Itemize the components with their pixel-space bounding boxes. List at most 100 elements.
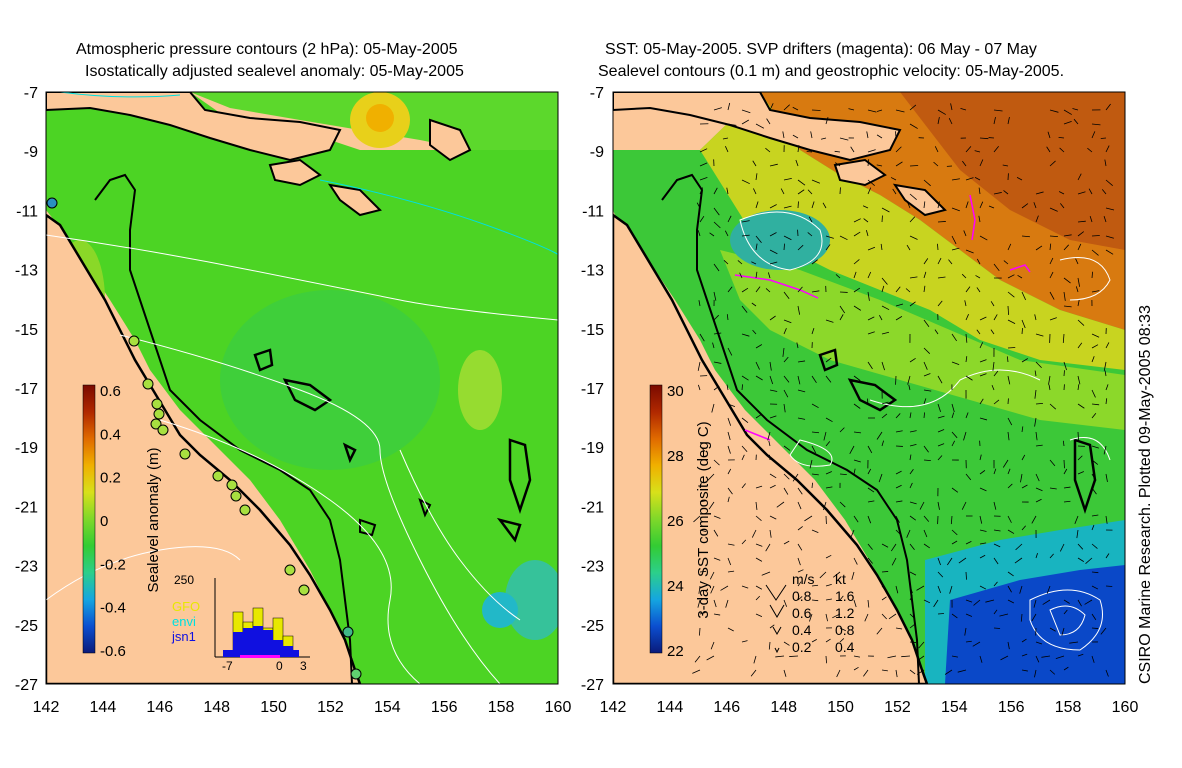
velocity-arrow <box>909 595 913 601</box>
x-axis-tick-label: 146 <box>146 699 173 716</box>
velocity-arrow <box>919 501 925 510</box>
velocity-arrow <box>832 613 841 619</box>
velocity-arrow <box>797 501 802 510</box>
velocity-arrow <box>1049 243 1052 251</box>
velocity-arrow <box>1077 277 1081 287</box>
velocity-arrow <box>1049 487 1057 490</box>
velocity-arrow <box>1021 235 1030 238</box>
velocity-arrow <box>853 431 862 434</box>
x-axis-tick-label: 148 <box>770 699 797 716</box>
velocity-arrow <box>1077 299 1080 307</box>
colorbar-tick-label: 26 <box>667 513 684 530</box>
velocity-arrow <box>727 468 732 475</box>
sst-light-green <box>720 250 1125 430</box>
pressure-contour-2 <box>119 334 501 684</box>
velocity-arrow <box>908 384 911 391</box>
velocity-arrow <box>881 361 885 371</box>
velocity-arrow <box>867 487 875 493</box>
velocity-arrow <box>825 441 831 447</box>
right-title-line2: Sealevel contours (0.1 m) and geostrophi… <box>598 63 1065 80</box>
velocity-arrow <box>895 430 903 433</box>
sealevel-contour-4 <box>1059 257 1111 461</box>
velocity-arrow <box>1091 459 1099 465</box>
velocity-arrow <box>1063 305 1072 308</box>
velocity-arrow <box>699 570 707 573</box>
velocity-arrow <box>755 243 758 251</box>
velocity-arrow <box>979 487 987 492</box>
velocity-arrow <box>769 375 774 385</box>
velocity-arrow <box>881 613 887 620</box>
sealevel-contour-1 <box>739 211 823 271</box>
velocity-arrow <box>993 557 999 565</box>
velocity-arrow <box>909 193 917 200</box>
velocity-arrow <box>853 468 856 475</box>
velocity-arrow <box>923 543 930 549</box>
velocity-arrow <box>1046 585 1051 594</box>
velocity-arrow <box>895 146 902 153</box>
y-axis-tick-label: -27 <box>581 677 604 694</box>
velocity-arrow <box>951 431 958 439</box>
velocity-arrow <box>937 571 944 578</box>
velocity-arrow <box>820 137 827 140</box>
velocity-arrow <box>909 104 917 111</box>
velocity-arrow <box>979 655 983 663</box>
x-axis-tick-label: 142 <box>600 699 627 716</box>
velocity-arrow <box>797 179 806 186</box>
velocity-arrow <box>933 161 939 167</box>
velocity-arrow <box>975 275 981 279</box>
velocity-arrow <box>979 398 984 405</box>
velocity-arrow <box>693 515 701 523</box>
velocity-arrow <box>990 329 995 335</box>
velocity-arrow <box>783 403 786 413</box>
velocity-arrow <box>797 581 802 587</box>
svp-drifter-track-3 <box>744 429 771 441</box>
velocity-arrow <box>951 235 957 245</box>
velocity-arrow <box>697 230 701 237</box>
velocity-arrow <box>917 655 925 662</box>
y-axis-tick-label: -11 <box>582 203 604 220</box>
velocity-arrow <box>965 375 973 381</box>
right-map-frame <box>612 91 1126 685</box>
velocity-arrow <box>825 584 832 587</box>
velocity-arrow <box>881 401 889 405</box>
velocity-arrow <box>934 146 939 153</box>
velocity-arrow <box>1105 473 1108 483</box>
velocity-arrow <box>965 333 968 343</box>
velocity-arrow <box>992 361 995 371</box>
velocity-arrow <box>1063 609 1068 615</box>
velocity-arrow <box>965 249 974 254</box>
velocity-arrow <box>1063 244 1069 251</box>
velocity-arrow <box>881 207 890 213</box>
velocity-arrow <box>713 263 720 272</box>
velocity-arrow <box>811 327 815 335</box>
velocity-arrow <box>752 329 757 335</box>
velocity-arrow <box>1085 557 1093 565</box>
velocity-arrow <box>839 501 846 508</box>
velocity-arrow <box>951 655 959 658</box>
velocity-arrow <box>1007 305 1009 315</box>
velocity-arrow <box>988 205 995 209</box>
velocity-arrow <box>865 229 869 237</box>
geostrophic-velocity-arrows <box>692 102 1115 678</box>
velocity-arrow <box>727 403 736 408</box>
sst-hot-core <box>900 92 1125 250</box>
velocity-arrow <box>890 177 897 181</box>
velocity-arrow <box>909 301 916 307</box>
y-axis-tick-label: -9 <box>590 144 604 161</box>
right-y-axis-labels: -7 -9 -11 -13 -15 -17 -19 -21 -23 -25 -27 <box>581 85 604 694</box>
velocity-arrow <box>916 585 925 591</box>
x-axis-tick-label: 156 <box>431 699 458 716</box>
velocity-arrow <box>797 244 804 251</box>
velocity-arrow <box>741 640 748 643</box>
velocity-arrow <box>769 163 778 167</box>
left-colorbar-label: Sealevel anomaly (m) <box>145 447 162 592</box>
velocity-arrow <box>755 485 763 489</box>
x-axis-tick-label: 158 <box>488 699 515 716</box>
velocity-arrow <box>1063 468 1068 475</box>
velocity-arrow <box>863 669 869 677</box>
velocity-arrow <box>1048 375 1051 385</box>
velocity-arrow <box>741 454 745 461</box>
velocity-arrow <box>1002 164 1009 167</box>
velocity-arrow <box>867 599 870 608</box>
velocity-arrow <box>909 276 918 279</box>
